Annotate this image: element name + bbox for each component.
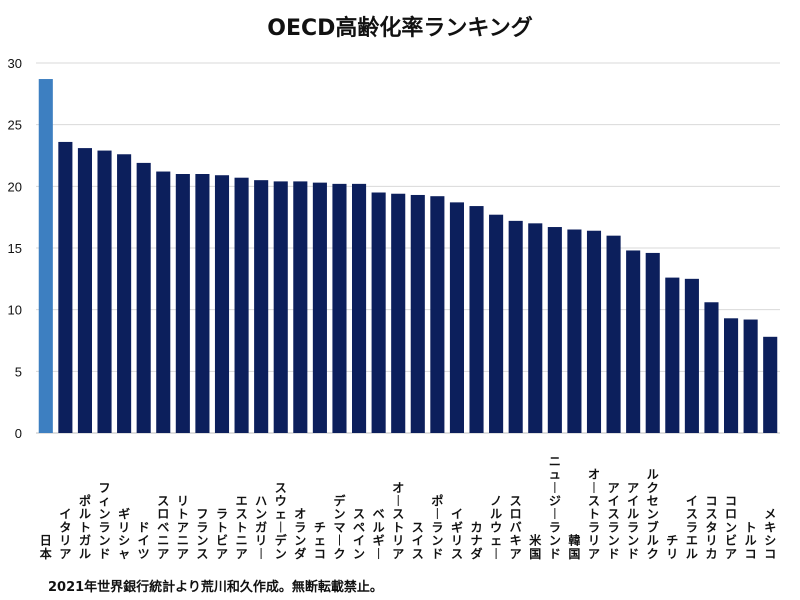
x-category-label: イギリス bbox=[451, 507, 463, 561]
bar bbox=[312, 182, 327, 433]
x-category-label: オランダ bbox=[294, 507, 306, 561]
bar bbox=[489, 214, 504, 433]
y-axis-ticks: 0 5 10 15 20 25 30 bbox=[8, 56, 22, 441]
bar bbox=[352, 183, 367, 433]
bars bbox=[38, 79, 778, 434]
source-note: 2021年世界銀行統計より荒川和久作成。無断転載禁止。 bbox=[48, 580, 383, 595]
bar bbox=[626, 250, 641, 433]
x-category-label: スロベニア bbox=[157, 494, 169, 561]
x-category-label: アイスランド bbox=[608, 481, 620, 561]
x-category-label: フィンランド bbox=[99, 481, 111, 561]
x-category-label: メキシコ bbox=[764, 507, 776, 561]
x-category-label: ドイツ bbox=[138, 520, 150, 560]
bar bbox=[293, 181, 308, 433]
x-category-label: エストニア bbox=[236, 494, 248, 561]
bar bbox=[97, 150, 112, 434]
bar bbox=[214, 175, 230, 433]
x-category-label: ポルトガル bbox=[79, 493, 91, 561]
bar bbox=[234, 177, 249, 433]
x-category-label: ニュ丨ジ丨ランド bbox=[549, 454, 561, 560]
x-category-label: ギリシャ bbox=[118, 506, 130, 561]
bar bbox=[508, 220, 523, 433]
x-category-label: スウェ丨デン bbox=[275, 481, 288, 561]
bar bbox=[724, 318, 739, 433]
x-category-label: イスラエル bbox=[686, 494, 698, 561]
x-category-label: オ丨ストリア bbox=[392, 481, 404, 561]
x-category-label: ノルウェ丨 bbox=[490, 494, 502, 561]
x-category-label: 韓国 bbox=[568, 533, 580, 561]
bar bbox=[684, 278, 699, 433]
bar bbox=[195, 174, 210, 433]
x-category-label: デンマ丨ク bbox=[333, 493, 346, 561]
bar bbox=[704, 302, 719, 433]
bar bbox=[645, 252, 660, 433]
bar bbox=[77, 148, 92, 433]
bar bbox=[606, 235, 621, 433]
bar bbox=[547, 227, 562, 433]
bar bbox=[254, 180, 269, 433]
x-category-label: フランス bbox=[196, 507, 208, 561]
x-category-label: リトアニア bbox=[177, 494, 189, 561]
bar bbox=[743, 319, 758, 433]
y-tick-label: 30 bbox=[8, 56, 22, 71]
x-category-label: イタリア bbox=[59, 507, 71, 561]
x-category-label: スロバキア bbox=[510, 494, 522, 561]
y-tick-label: 5 bbox=[15, 364, 22, 379]
y-tick-label: 15 bbox=[8, 241, 22, 256]
bar bbox=[567, 229, 582, 433]
y-tick-label: 0 bbox=[15, 426, 22, 441]
x-category-label: スペイン bbox=[353, 507, 365, 561]
x-category-label: 日本 bbox=[40, 534, 52, 561]
y-tick-label: 10 bbox=[8, 303, 22, 318]
bar bbox=[410, 194, 425, 433]
bar bbox=[391, 193, 406, 433]
x-axis-labels: 日本イタリアポルトガルフィンランドギリシャドイツスロベニアリトアニアフランスラト… bbox=[40, 454, 776, 560]
y-tick-label: 25 bbox=[8, 118, 22, 133]
x-category-label: コロンビア bbox=[725, 494, 737, 561]
x-category-label: ハンガリ丨 bbox=[255, 494, 267, 561]
y-tick-label: 20 bbox=[8, 179, 22, 194]
bar bbox=[665, 277, 680, 433]
x-category-label: チェコ bbox=[314, 520, 326, 560]
x-category-label: トルコ bbox=[745, 520, 757, 560]
x-category-label: コスタリカ bbox=[705, 494, 717, 561]
x-category-label: オ丨ストラリア bbox=[588, 468, 600, 561]
x-category-label: アイルランド bbox=[627, 481, 639, 561]
bar bbox=[371, 192, 386, 433]
x-category-label: ラトビア bbox=[216, 507, 228, 561]
bar bbox=[449, 202, 464, 433]
x-category-label: ベルギ丨 bbox=[373, 507, 385, 561]
bar bbox=[332, 183, 347, 433]
x-category-label: カナダ bbox=[471, 520, 483, 560]
x-category-label: スイス bbox=[412, 520, 424, 560]
bar bbox=[430, 196, 445, 433]
bar bbox=[136, 162, 151, 433]
bar bbox=[175, 174, 190, 433]
bar bbox=[763, 336, 778, 433]
bar bbox=[528, 223, 543, 433]
x-category-label: 米国 bbox=[529, 533, 542, 561]
bar bbox=[38, 79, 53, 434]
chart-title: OECD高齢化率ランキング bbox=[267, 16, 533, 41]
bar bbox=[273, 181, 288, 433]
bar bbox=[586, 230, 602, 433]
bar bbox=[58, 141, 73, 433]
bar bbox=[117, 154, 132, 433]
bar bbox=[469, 206, 484, 433]
x-category-label: ポ丨ランド bbox=[431, 493, 443, 561]
x-category-label: ルクセンブルク bbox=[647, 468, 659, 561]
x-category-label: チリ bbox=[666, 534, 678, 561]
bar bbox=[156, 171, 171, 434]
